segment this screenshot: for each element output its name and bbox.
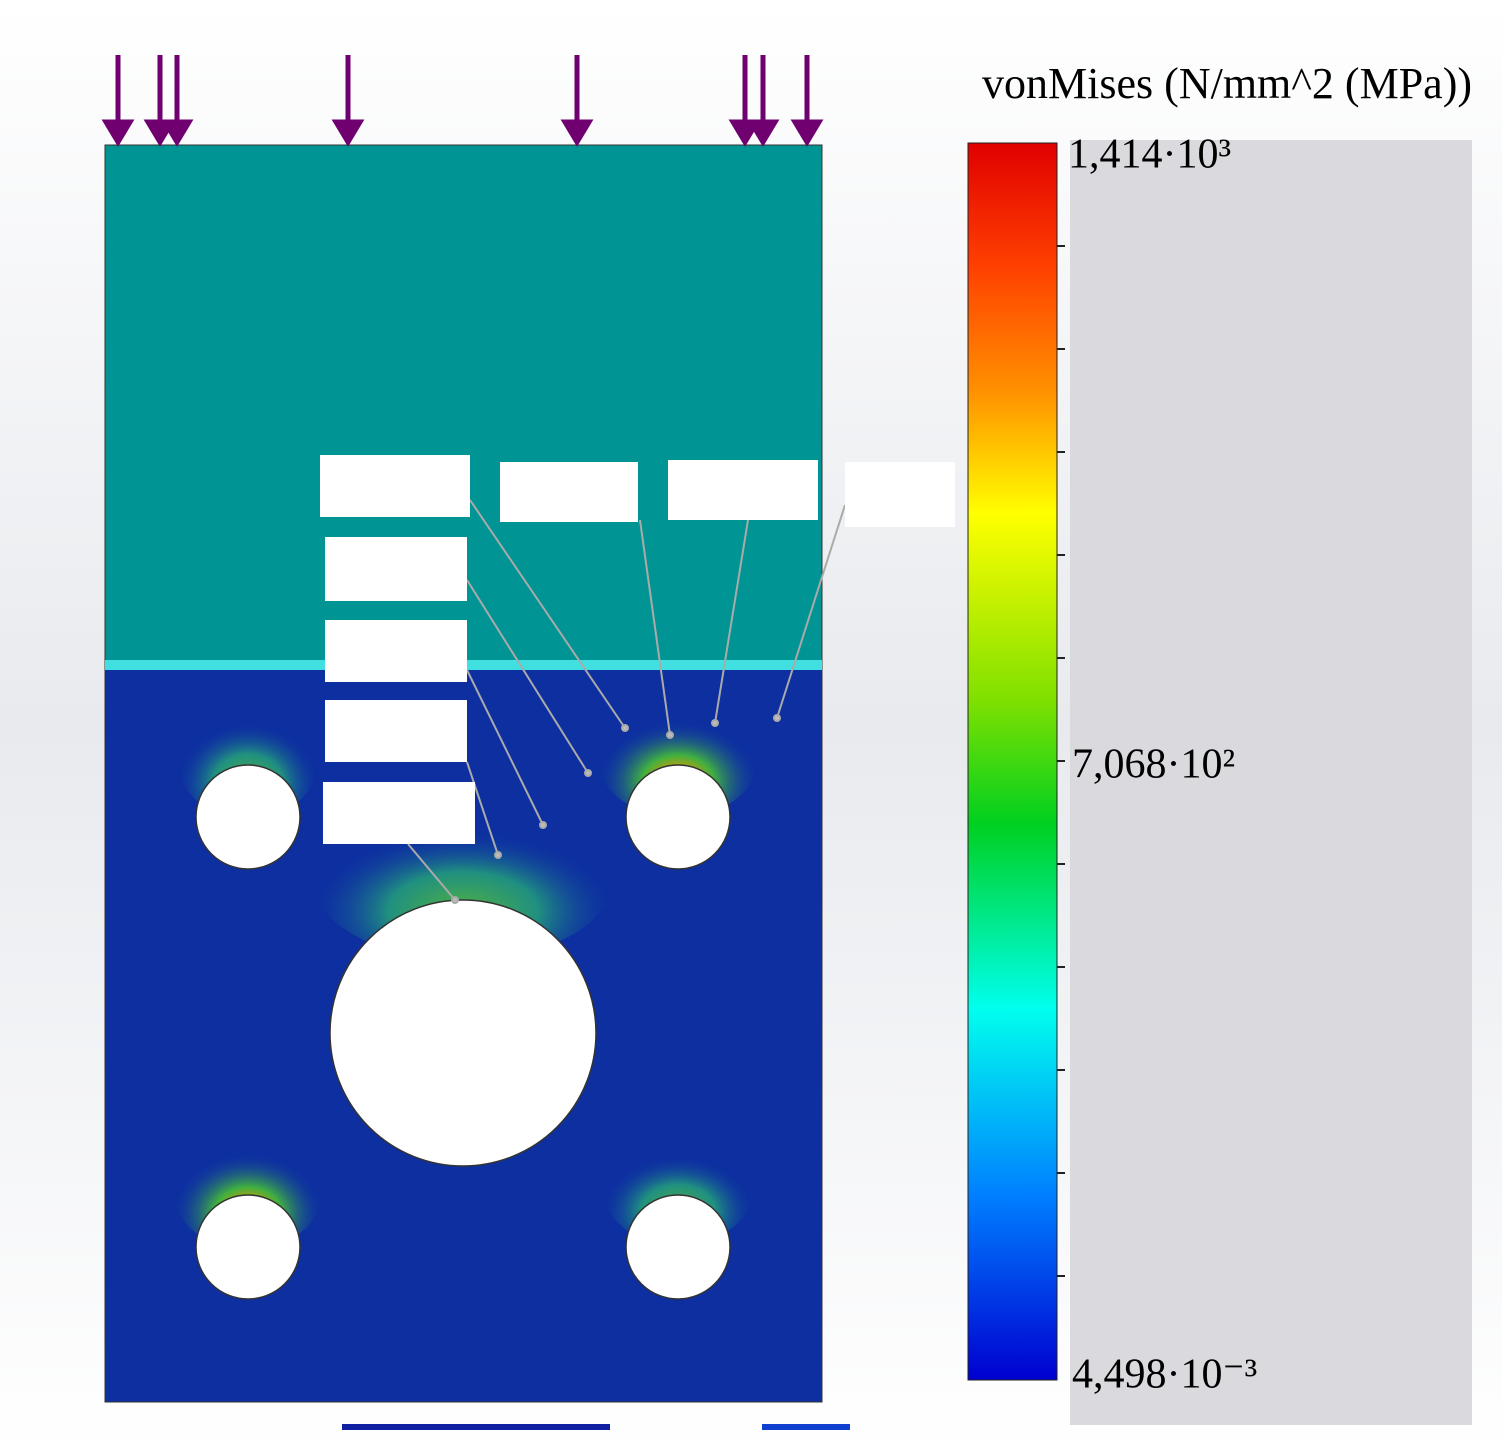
- probe-box: [325, 537, 467, 601]
- probe-label: 5: [389, 464, 411, 508]
- probe-label: 8: [904, 472, 926, 516]
- edge-bar: [342, 1424, 610, 1430]
- probe-label: 7: [727, 468, 749, 512]
- probe-label: 3: [385, 629, 407, 673]
- hole: [625, 1194, 731, 1300]
- hole: [195, 764, 301, 870]
- legend-max: 1,414·10³: [1068, 132, 1231, 178]
- probe-label: 1: [392, 791, 414, 835]
- colorbar: [967, 142, 1058, 1381]
- legend-min: 4,498·10⁻³: [1072, 1352, 1257, 1398]
- probe-label: 6: [559, 470, 581, 514]
- colorbar-ticks: [1057, 245, 1065, 1277]
- hole: [625, 764, 731, 870]
- probe-box: [320, 455, 470, 517]
- probe-box: [668, 460, 818, 520]
- hole: [329, 899, 597, 1167]
- legend-title: vonMises (N/mm^2 (MPa)): [982, 59, 1472, 108]
- probe-box: [325, 700, 467, 762]
- probe-box: [845, 462, 955, 527]
- hole: [195, 1194, 301, 1300]
- probe-box: [500, 462, 638, 522]
- probe-label: 4: [385, 546, 407, 590]
- load-arrows: [101, 55, 824, 147]
- probe-label: 2: [385, 709, 407, 753]
- edge-bar: [762, 1424, 850, 1430]
- legend-mid: 7,068·10²: [1072, 742, 1235, 788]
- probe-box: [323, 782, 475, 844]
- probe-box: [325, 620, 467, 682]
- leaders: [407, 499, 846, 904]
- side-panel: [1070, 140, 1472, 1425]
